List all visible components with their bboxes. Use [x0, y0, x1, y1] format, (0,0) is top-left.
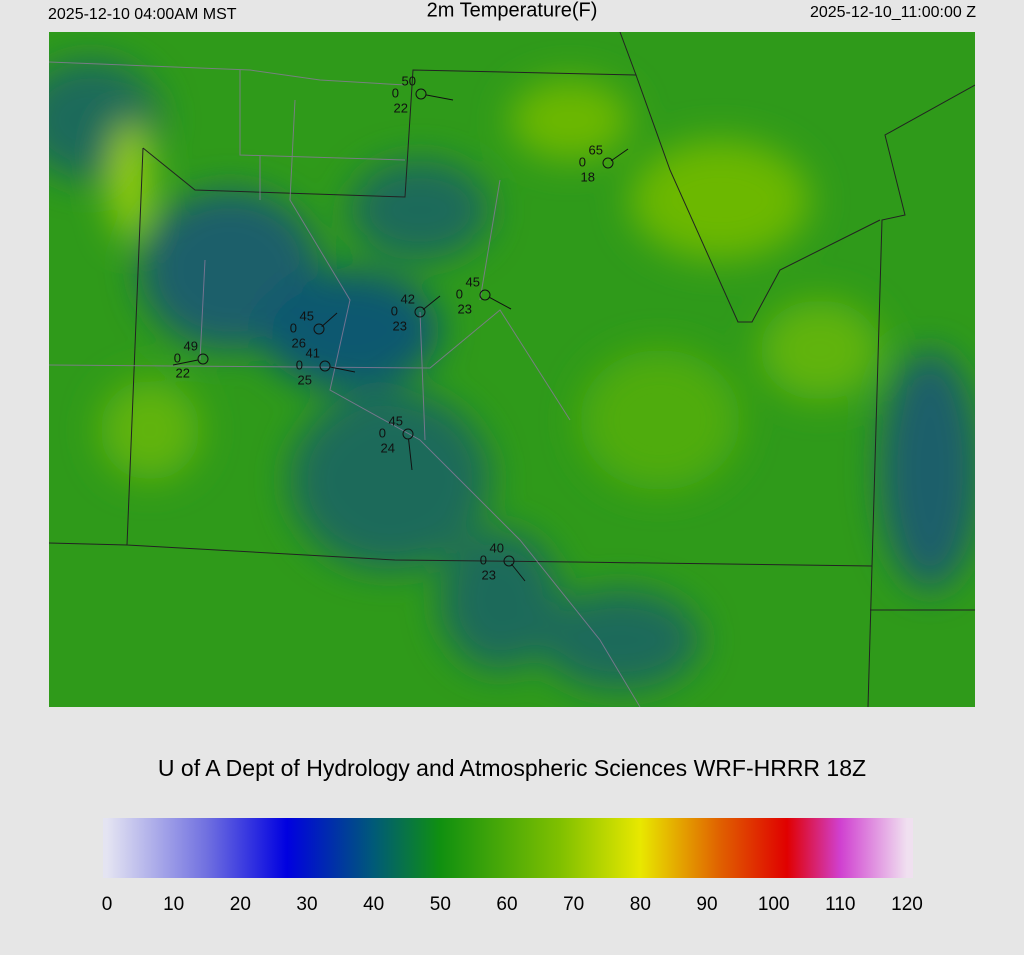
station-temp: 65: [589, 142, 603, 157]
wind-barb: [408, 439, 413, 471]
station-circle: [415, 88, 427, 100]
wind-barb: [610, 148, 629, 162]
station-dewpoint: 24: [381, 440, 395, 455]
colorbar-tick-label: 50: [430, 894, 451, 915]
station-dewpoint: 26: [292, 335, 306, 350]
colorbar: [103, 818, 913, 878]
borders: [49, 32, 975, 707]
colorbar-tick-label: 40: [363, 894, 384, 915]
station-dewpoint: 18: [581, 169, 595, 184]
station-dewpoint: 23: [393, 318, 407, 333]
station-temp: 45: [389, 413, 403, 428]
valid-utc: 2025-12-10_11:00:00 Z: [810, 4, 976, 21]
station-circle: [414, 306, 426, 318]
station-temp: 41: [306, 345, 320, 360]
station-circle: [602, 157, 614, 169]
station-circle: [319, 360, 331, 372]
valid-local: 2025-12-10 04:00AM MST: [48, 6, 237, 23]
station-precip: 0: [579, 154, 586, 169]
station-precip: 0: [391, 303, 398, 318]
station-precip: 0: [480, 552, 487, 567]
station-dewpoint: 23: [482, 567, 496, 582]
colorbar-tick-label: 80: [630, 894, 651, 915]
credit: U of A Dept of Hydrology and Atmospheric…: [158, 755, 866, 781]
station-circle: [503, 555, 515, 567]
station-temp: 45: [300, 308, 314, 323]
wind-barb: [172, 359, 199, 366]
wind-barb: [511, 563, 526, 582]
station-circle: [479, 289, 491, 301]
station-precip: 0: [174, 350, 181, 365]
colorbar-tick-label: 30: [296, 894, 317, 915]
colorbar-tick-label: 120: [891, 894, 923, 915]
station-temp: 42: [401, 291, 415, 306]
station-temp: 45: [466, 274, 480, 289]
colorbar-tick-label: 10: [163, 894, 184, 915]
station-temp: 49: [184, 338, 198, 353]
colorbar-tick-label: 70: [563, 894, 584, 915]
station-precip: 0: [290, 320, 297, 335]
station-circle: [402, 428, 414, 440]
station-dewpoint: 23: [458, 301, 472, 316]
wind-barb: [488, 296, 512, 310]
wind-barb: [422, 295, 441, 310]
station-precip: 0: [379, 425, 386, 440]
station-dewpoint: 22: [176, 365, 190, 380]
station-temp: 40: [490, 540, 504, 555]
station-dewpoint: 22: [394, 100, 408, 115]
station-precip: 0: [456, 286, 463, 301]
colorbar-tick-label: 20: [230, 894, 251, 915]
colorbar-tick-label: 90: [696, 894, 717, 915]
roads: [49, 61, 641, 707]
station-temp: 50: [402, 73, 416, 88]
colorbar-tick-label: 60: [496, 894, 517, 915]
wind-barb: [329, 366, 356, 373]
map: [49, 32, 975, 707]
station-precip: 0: [392, 85, 399, 100]
wind-barb: [321, 312, 338, 327]
colorbar-tick-label: 0: [102, 894, 113, 915]
wind-barb: [425, 94, 454, 101]
map-title: 2m Temperature(F): [427, 0, 598, 21]
colorbar-tick-label: 110: [825, 894, 855, 915]
station-circle: [197, 353, 209, 365]
station-dewpoint: 25: [298, 372, 312, 387]
station-circle: [313, 323, 325, 335]
colorbar-tick-label: 100: [758, 894, 790, 915]
station-precip: 0: [296, 357, 303, 372]
